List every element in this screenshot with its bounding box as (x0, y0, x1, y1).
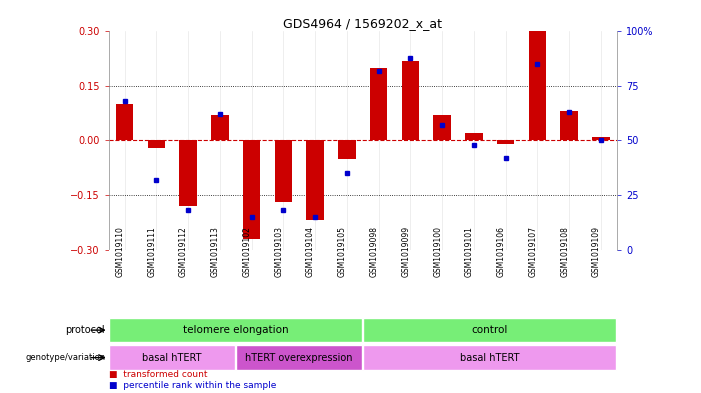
Text: GSM1019112: GSM1019112 (179, 226, 188, 277)
Text: GSM1019100: GSM1019100 (433, 226, 442, 277)
Text: GSM1019111: GSM1019111 (147, 226, 156, 277)
Bar (338, 140, 355, 159)
Text: GSM1019109: GSM1019109 (592, 226, 601, 277)
Text: GSM1019104: GSM1019104 (306, 226, 315, 277)
Bar (497, 140, 515, 144)
Text: GSM1019107: GSM1019107 (529, 226, 538, 277)
Text: GSM1019106: GSM1019106 (497, 226, 505, 277)
Bar (433, 115, 451, 140)
Text: hTERT overexpression: hTERT overexpression (245, 353, 353, 363)
Text: GSM1019098: GSM1019098 (369, 226, 379, 277)
Bar (465, 133, 483, 140)
Bar (370, 68, 388, 140)
Text: ■  transformed count: ■ transformed count (109, 370, 207, 379)
Bar (592, 137, 610, 140)
Text: basal hTERT: basal hTERT (142, 353, 202, 363)
Text: control: control (472, 325, 508, 335)
Bar (109, 345, 235, 370)
Bar (211, 115, 229, 140)
Text: GSM1019101: GSM1019101 (465, 226, 474, 277)
Text: protocol: protocol (65, 325, 105, 335)
Text: basal hTERT: basal hTERT (460, 353, 519, 363)
Text: ■  percentile rank within the sample: ■ percentile rank within the sample (109, 381, 276, 390)
Bar (363, 318, 616, 342)
Bar (116, 104, 133, 140)
Bar (243, 140, 260, 239)
Text: GSM1019105: GSM1019105 (338, 226, 347, 277)
Text: GSM1019110: GSM1019110 (116, 226, 125, 277)
Bar (179, 140, 197, 206)
Text: GSM1019099: GSM1019099 (402, 226, 410, 277)
Bar (529, 31, 546, 140)
Text: GSM1019108: GSM1019108 (560, 226, 569, 277)
Text: GSM1019113: GSM1019113 (211, 226, 220, 277)
Bar (109, 318, 362, 342)
Text: telomere elongation: telomere elongation (183, 325, 289, 335)
Bar (402, 61, 419, 140)
Text: GSM1019103: GSM1019103 (274, 226, 283, 277)
Text: GSM1019102: GSM1019102 (243, 226, 252, 277)
Bar (363, 345, 616, 370)
Title: GDS4964 / 1569202_x_at: GDS4964 / 1569202_x_at (283, 17, 442, 30)
Text: genotype/variation: genotype/variation (25, 353, 105, 362)
Bar (236, 345, 362, 370)
Bar (148, 140, 165, 148)
Bar (561, 112, 578, 140)
Bar (306, 140, 324, 220)
Bar (275, 140, 292, 202)
